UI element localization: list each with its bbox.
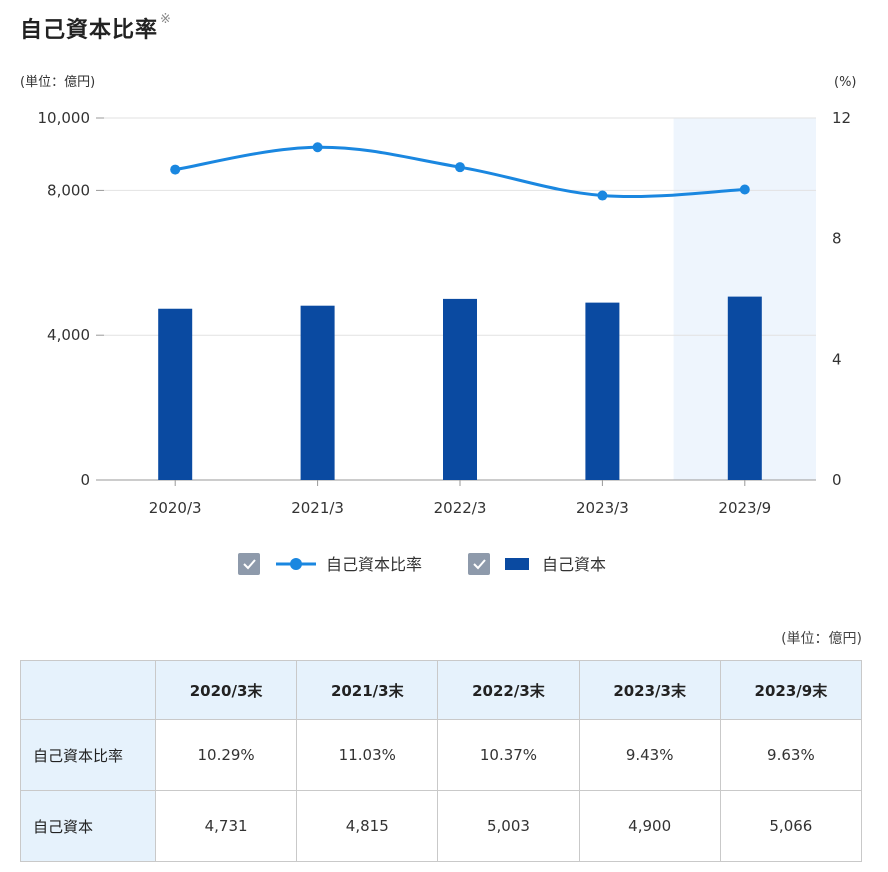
bar (300, 305, 335, 480)
table-header-cell: 2023/3末 (578, 660, 721, 720)
row-label: 自己資本 (20, 790, 156, 862)
right-tick-label: 0 (832, 471, 842, 489)
check-icon (473, 559, 486, 570)
right-axis-unit: (%) (834, 75, 857, 90)
legend-label-ratio: 自己資本比率 (326, 555, 422, 574)
ratio-point (455, 162, 465, 173)
title-note-mark: ※ (160, 12, 172, 27)
x-tick-label: 2023/9 (718, 499, 771, 517)
ratio-point (597, 190, 608, 201)
chart-title: 自己資本比率 ※ (20, 12, 172, 44)
x-tick-label: 2023/3 (576, 499, 629, 517)
table-cell: 11.03% (296, 719, 439, 791)
right-tick-label: 4 (832, 350, 842, 368)
check-icon (243, 559, 256, 570)
table-cell: 10.37% (437, 719, 580, 791)
data-table: 2020/3末 2021/3末 2022/3末 2023/3末 2023/9末 … (20, 660, 863, 862)
legend-label-equity: 自己資本 (542, 555, 606, 574)
combo-chart: 0 4,000 8,000 10,000 0 4 8 12 (単位：億円) (%) 2020/3 20… (20, 74, 857, 575)
table-cell: 4,815 (296, 790, 439, 862)
table-unit-label: (単位：億円) (781, 631, 862, 647)
table-row: 自己資本 4,731 4,815 5,003 4,900 5,066 (20, 790, 863, 862)
x-tick-label: 2022/3 (434, 499, 487, 517)
table-header-cell: 2023/9末 (719, 660, 863, 720)
left-tick-label: 4,000 (47, 326, 90, 344)
x-tick-label: 2021/3 (291, 499, 344, 517)
right-tick-label: 8 (832, 230, 842, 248)
ratio-point (312, 142, 323, 153)
legend-checkbox-equity (468, 553, 490, 575)
table-cell: 9.43% (578, 719, 721, 791)
table-cell: 10.29% (154, 719, 298, 791)
table-cell: 4,900 (578, 790, 721, 862)
ratio-point (739, 184, 750, 195)
bar (585, 302, 620, 480)
bar (443, 298, 477, 480)
table-header-cell: 2020/3末 (154, 660, 298, 720)
bar (158, 308, 193, 480)
left-axis-unit: (単位：億円) (20, 74, 95, 90)
legend-checkbox-ratio (238, 553, 260, 575)
left-tick-label: 0 (80, 471, 90, 489)
table-cell: 4,731 (154, 790, 298, 862)
table-header-cell (20, 660, 156, 720)
legend-bar-swatch (505, 558, 529, 570)
left-tick-label: 10,000 (38, 109, 91, 127)
right-tick-label: 12 (832, 109, 851, 127)
title-text: 自己資本比率 (20, 18, 159, 43)
x-tick-label: 2020/3 (149, 499, 202, 517)
table-header-cell: 2022/3末 (437, 660, 580, 720)
row-label: 自己資本比率 (20, 719, 156, 791)
table-header-cell: 2021/3末 (296, 660, 439, 720)
table-header-row: 2020/3末 2021/3末 2022/3末 2023/3末 2023/9末 (20, 660, 863, 720)
table-cell: 5,066 (719, 790, 863, 862)
bar (727, 296, 762, 480)
ratio-point (170, 164, 181, 175)
table-cell: 9.63% (719, 719, 863, 791)
left-tick-label: 8,000 (47, 181, 90, 199)
table-row: 自己資本比率 10.29% 11.03% 10.37% 9.43% 9.63% (20, 719, 863, 791)
table-cell: 5,003 (437, 790, 580, 862)
legend-point-swatch (290, 558, 302, 570)
